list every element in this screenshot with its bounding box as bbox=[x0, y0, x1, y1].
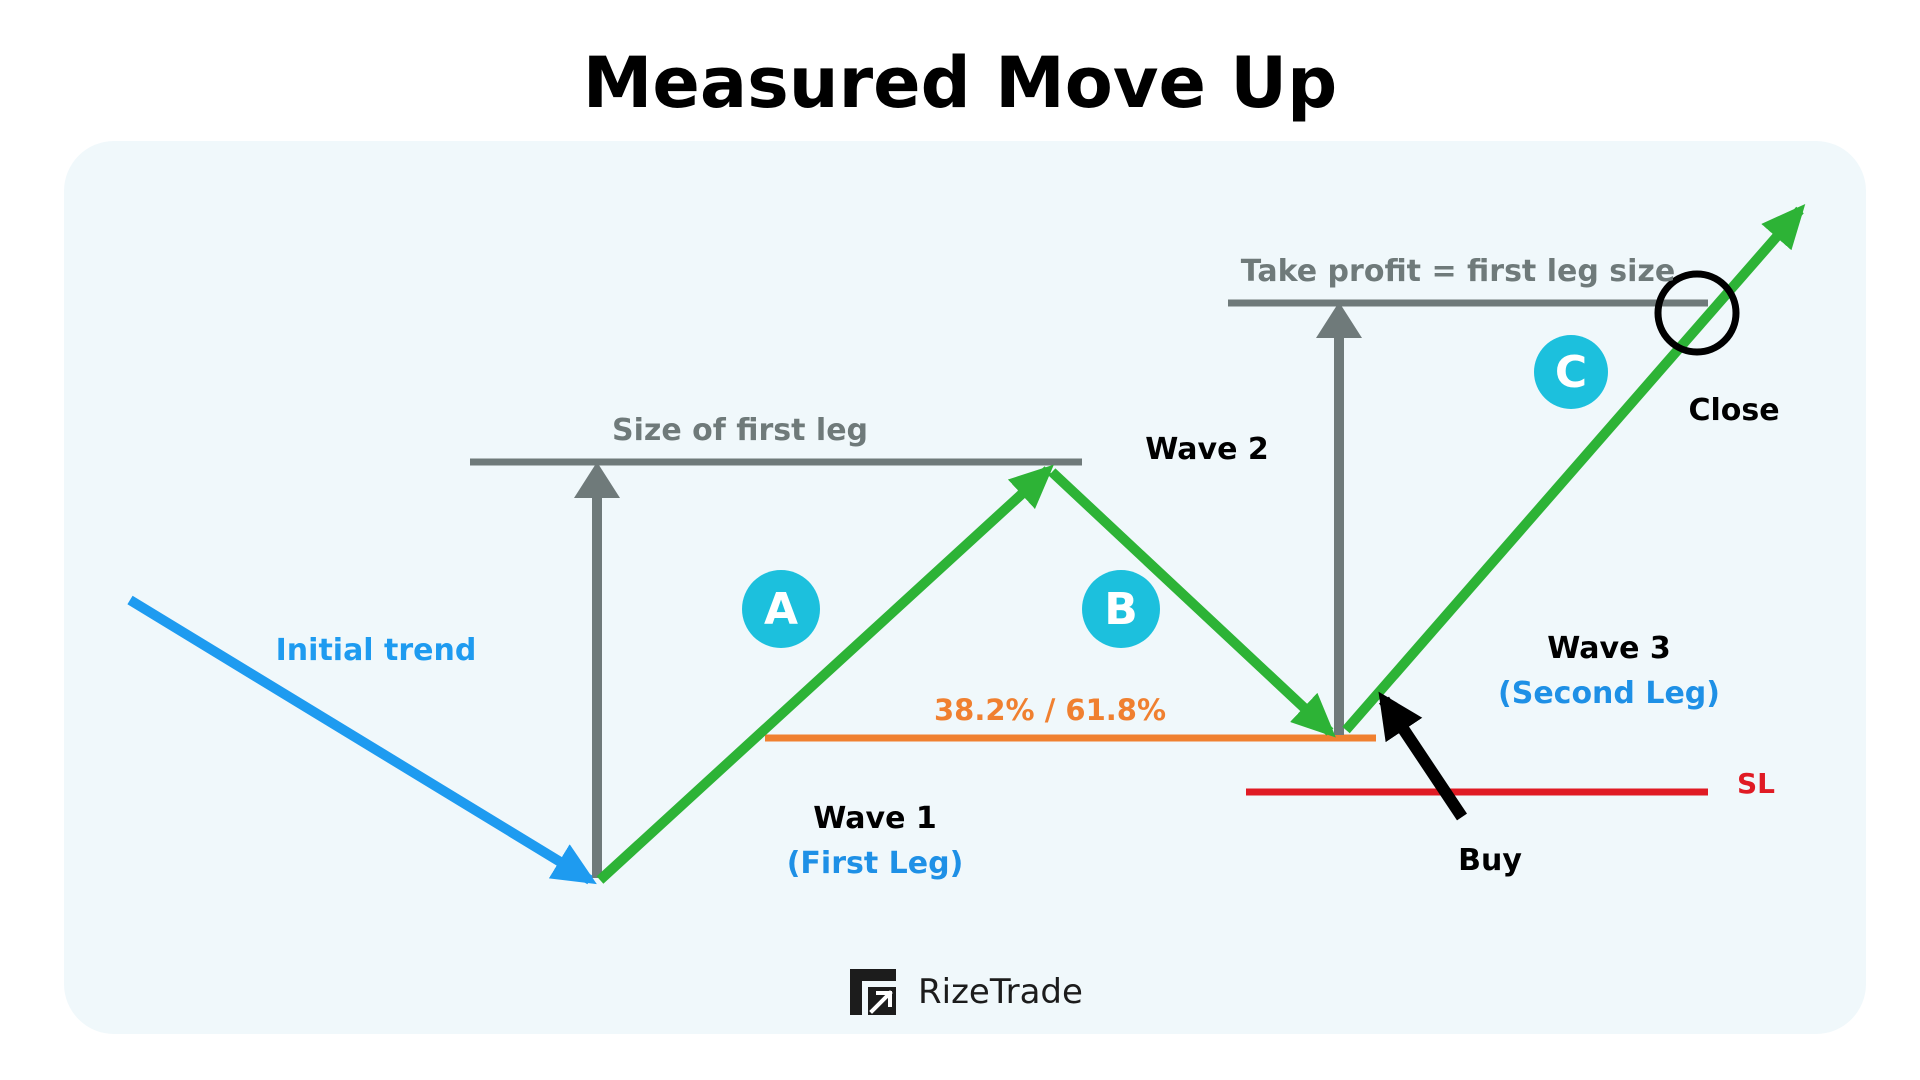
buy-pointer-arrow bbox=[1378, 691, 1467, 821]
wave-2-label: Wave 2 bbox=[1145, 432, 1269, 467]
wave-c-arrow bbox=[1342, 203, 1806, 734]
fibonacci-label: 38.2% / 61.8% bbox=[934, 693, 1166, 727]
point-b-label: B bbox=[1104, 584, 1138, 635]
rizetrade-logo-icon bbox=[850, 969, 896, 1015]
wave-b-arrow bbox=[1048, 468, 1336, 738]
wave-a-arrow bbox=[596, 464, 1054, 884]
size-of-first-leg-label: Size of first leg bbox=[612, 413, 868, 448]
brand: RizeTrade bbox=[848, 965, 1083, 1019]
buy-label: Buy bbox=[1458, 843, 1522, 878]
point-c-label: C bbox=[1555, 347, 1587, 398]
initial-trend-label: Initial trend bbox=[276, 633, 477, 668]
brand-name: RizeTrade bbox=[918, 972, 1083, 1012]
diagram-panel bbox=[64, 141, 1866, 1034]
take-profit-label: Take profit = first leg size bbox=[1241, 254, 1675, 289]
initial-trend-arrow bbox=[127, 595, 597, 885]
wave-3-label: Wave 3 bbox=[1547, 631, 1671, 666]
point-a-badge: A bbox=[742, 570, 820, 648]
point-b-badge: B bbox=[1082, 570, 1160, 648]
page-title: Measured Move Up bbox=[582, 42, 1338, 124]
close-point-circle bbox=[1654, 270, 1740, 356]
wave-3-sublabel: (Second Leg) bbox=[1498, 676, 1720, 711]
wave-1-sublabel: (First Leg) bbox=[787, 846, 964, 881]
close-label: Close bbox=[1688, 393, 1779, 428]
point-a-label: A bbox=[764, 584, 798, 635]
stop-loss-label: SL bbox=[1737, 767, 1775, 800]
wave-1-label: Wave 1 bbox=[813, 801, 937, 836]
point-c-badge: C bbox=[1534, 335, 1608, 409]
